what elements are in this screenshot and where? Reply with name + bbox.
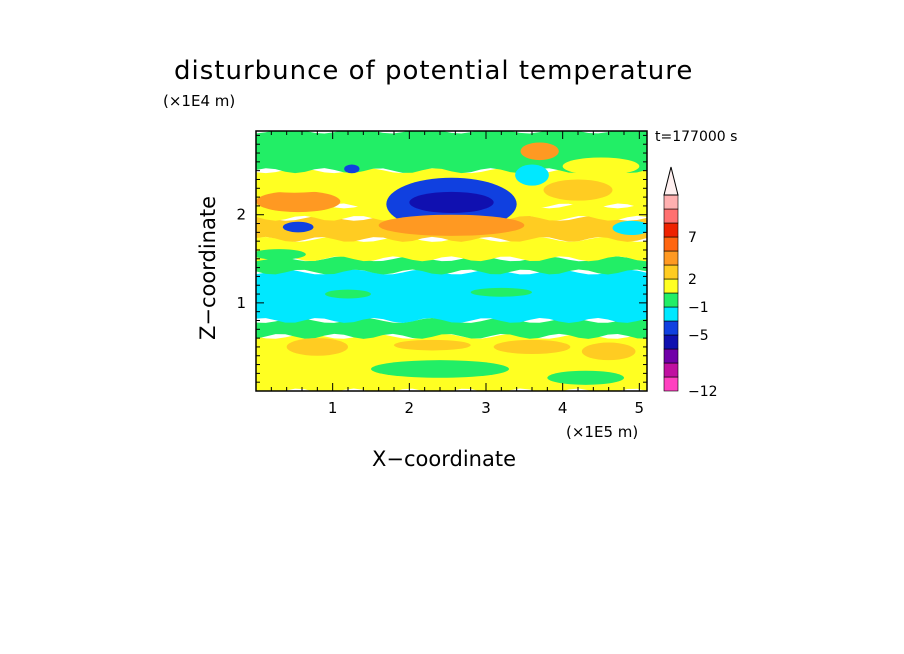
colorbar-label: −5 xyxy=(688,328,709,344)
colorbar-segment xyxy=(663,208,679,224)
colorbar-segment xyxy=(663,222,679,238)
contour-feature xyxy=(282,221,314,233)
colorbar-segment xyxy=(663,264,679,280)
contour-feature xyxy=(520,142,559,161)
colorbar-label: −12 xyxy=(688,384,718,400)
contour-feature xyxy=(470,287,532,297)
time-annotation: t=177000 s xyxy=(655,129,738,145)
contour-feature xyxy=(344,164,360,174)
x-tick-label: 2 xyxy=(405,399,415,417)
colorbar-segment xyxy=(663,278,679,294)
contour-feature xyxy=(543,179,613,201)
contour-feature xyxy=(515,164,549,186)
colorbar-label: −1 xyxy=(688,300,709,316)
contour-band xyxy=(256,317,647,339)
x-tick-label: 3 xyxy=(481,399,491,417)
colorbar-segment xyxy=(663,334,679,350)
x-tick-label: 5 xyxy=(635,399,645,417)
contour-feature xyxy=(256,175,341,193)
contour-feature xyxy=(256,249,306,260)
contour-feature xyxy=(371,360,509,378)
contour-feature xyxy=(378,214,525,236)
y-axis-unit: (×1E4 m) xyxy=(163,92,236,110)
colorbar-segment xyxy=(663,236,679,252)
contour-feature xyxy=(612,220,647,235)
plot-frame xyxy=(255,130,648,392)
colorbar-segment xyxy=(663,292,679,308)
x-axis-label: X−coordinate xyxy=(372,447,516,471)
x-tick-label: 1 xyxy=(328,399,338,417)
colorbar-segment xyxy=(663,348,679,364)
colorbar-segment xyxy=(663,376,679,392)
contour-band xyxy=(256,256,647,275)
contour-feature xyxy=(325,289,371,299)
contour-feature xyxy=(286,338,349,356)
contour-field xyxy=(256,131,647,391)
colorbar-segment xyxy=(663,194,679,210)
colorbar-extend-arrow xyxy=(663,166,679,196)
contour-feature xyxy=(394,339,471,351)
contour-feature xyxy=(562,157,640,176)
y-tick-label: 2 xyxy=(236,206,246,224)
contour-band xyxy=(256,131,647,174)
colorbar-label: 7 xyxy=(688,230,697,246)
colorbar-label: 2 xyxy=(688,272,697,288)
x-tick-label: 4 xyxy=(558,399,568,417)
y-tick-label: 1 xyxy=(236,294,246,312)
contour-feature xyxy=(547,370,625,385)
chart-title-text: disturbunce of potential temperature xyxy=(174,56,694,86)
x-axis-unit: (×1E5 m) xyxy=(566,423,639,441)
contour-feature xyxy=(581,342,636,361)
colorbar-segment xyxy=(663,362,679,378)
contour-band xyxy=(256,236,647,262)
contour-feature xyxy=(409,191,494,213)
colorbar-segment xyxy=(663,320,679,336)
contour-feature xyxy=(256,190,341,213)
colorbar-segment xyxy=(663,250,679,266)
contour-band xyxy=(256,269,647,323)
contour-feature xyxy=(493,339,571,354)
colorbar-segment xyxy=(663,306,679,322)
